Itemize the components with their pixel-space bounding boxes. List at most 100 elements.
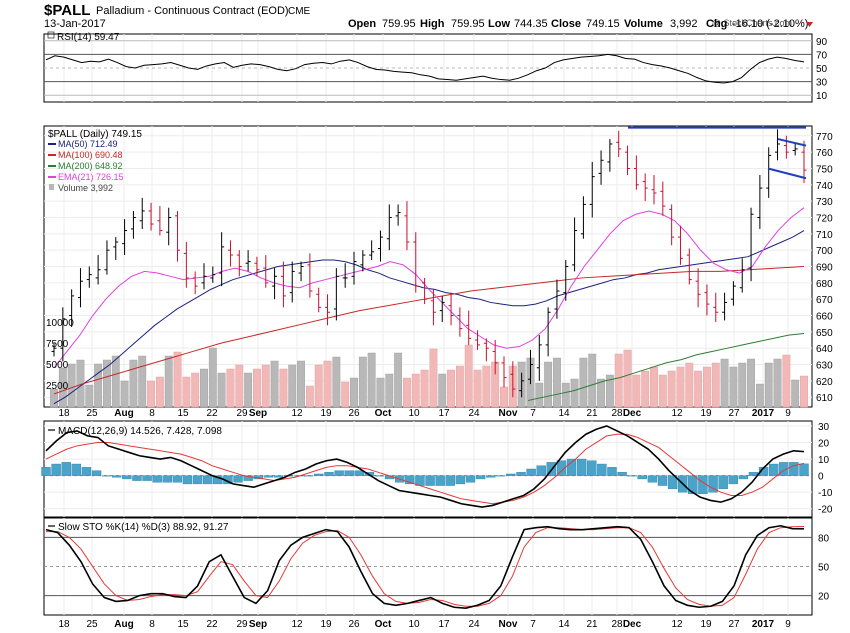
price-bar — [254, 256, 260, 277]
price-bar — [757, 175, 763, 229]
x-tick-label: 15 — [177, 408, 189, 419]
high-label: High — [420, 18, 445, 30]
macd-histogram-bar — [203, 475, 213, 485]
volume-bar — [623, 349, 632, 408]
macd-histogram-bar — [445, 475, 455, 486]
volume-legend: Volume 3,992 — [58, 183, 113, 193]
rsi-tick-label: 30 — [816, 78, 828, 89]
macd-histogram-bar — [496, 475, 506, 477]
volume-bar — [464, 344, 473, 408]
macd-histogram-bar — [132, 475, 142, 481]
x-tick-label: 17 — [438, 408, 450, 419]
x-tick-label-bottom: Oct — [375, 619, 392, 630]
volume-bar — [147, 380, 155, 408]
volume-bar — [235, 364, 244, 408]
x-tick-label-bottom: 12 — [671, 619, 683, 630]
macd-histogram-bar — [657, 475, 668, 486]
macd-histogram-bar — [718, 475, 728, 490]
macd-histogram-bar — [152, 475, 162, 483]
x-tick-label: 8 — [149, 408, 155, 419]
volume-bar — [182, 376, 191, 408]
volume-bar — [217, 372, 226, 408]
price-bar — [245, 250, 251, 272]
macd-histogram-bar — [607, 467, 617, 476]
price-bars — [51, 129, 807, 398]
volume-bar — [244, 372, 253, 408]
macd-histogram-bar — [708, 475, 718, 493]
macd-histogram-bar — [61, 462, 71, 476]
price-tick-label: 640 — [816, 344, 833, 355]
x-tick-label-bottom: 15 — [177, 619, 189, 630]
macd-histogram-bar — [354, 470, 365, 476]
price-bar — [448, 292, 454, 326]
price-bar — [227, 240, 233, 267]
price-bar — [130, 210, 136, 239]
price-bar — [677, 225, 683, 265]
volume-bar — [614, 353, 623, 408]
price-bar — [492, 340, 498, 375]
low-value: 744.35 — [514, 18, 548, 30]
volume-bar — [111, 355, 120, 408]
chg-label: Chg — [706, 18, 727, 30]
x-tick-label: 21 — [586, 408, 598, 419]
price-bar — [404, 201, 410, 251]
down-arrow-icon — [806, 22, 813, 27]
chart-symbol: $PALL — [44, 2, 90, 19]
macd-histogram-bar — [405, 475, 415, 485]
price-bar — [598, 150, 604, 185]
price-bar — [510, 361, 516, 398]
x-tick-label-bottom: 12 — [291, 619, 303, 630]
volume-bar — [729, 366, 738, 408]
price-bar — [713, 292, 719, 323]
volume-bar — [694, 370, 703, 408]
volume-bar — [85, 384, 94, 408]
x-tick-label: 24 — [468, 408, 480, 419]
rsi-tick-label: 70 — [816, 50, 828, 61]
volume-bar — [411, 373, 420, 408]
x-tick-label: 10 — [408, 408, 420, 419]
price-bar — [95, 255, 101, 285]
price-bar — [616, 130, 622, 158]
price-bar — [219, 232, 225, 287]
price-bar — [801, 140, 807, 184]
price-bar — [272, 268, 278, 300]
high-value: 759.95 — [451, 18, 485, 30]
macd-tick-label: 30 — [818, 422, 830, 433]
price-bar — [69, 289, 75, 327]
macd-histogram-bar — [789, 462, 799, 476]
macd-tick-label: -10 — [818, 488, 833, 499]
macd-histogram-bar — [748, 472, 759, 476]
x-tick-label: 18 — [58, 408, 70, 419]
x-tick-label-bottom: Aug — [114, 619, 133, 630]
price-bar — [316, 287, 322, 313]
price-tick-label: 660 — [816, 312, 833, 323]
x-tick-label: Sep — [249, 408, 267, 419]
volume-bar — [632, 374, 641, 408]
price-legend-symbol: $PALL (Daily) 749.15 — [48, 129, 142, 140]
price-bar — [660, 181, 666, 216]
chart-date: 13-Jan-2017 — [44, 18, 106, 30]
price-tick-label: 680 — [816, 279, 833, 290]
price-tick-label: 620 — [816, 377, 833, 388]
chg-value: -16.10 (-2.10%) — [732, 18, 808, 30]
x-tick-label-bottom: 27 — [728, 619, 740, 630]
price-bar — [563, 259, 569, 301]
price-bar — [342, 263, 348, 288]
macd-legend: MACD(12,26,9) 14.526, 7.428, 7.098 — [48, 426, 222, 437]
ema21-legend: EMA(21) 726.15 — [58, 172, 124, 182]
rsi-line — [45, 53, 805, 84]
macd-histogram-bar — [688, 475, 698, 495]
x-tick-label: 14 — [558, 408, 570, 419]
x-tick-label: 12 — [291, 408, 303, 419]
macd-histogram-bar — [81, 467, 92, 476]
macd-histogram-bar — [738, 475, 749, 480]
ohlc-summary: Open 759.95 High 759.95 Low 744.35 Close… — [348, 18, 813, 30]
sto-legend-text: Slow STO %K(14) %D(3) 88.92, 91.27 — [58, 522, 229, 533]
macd-tick-label: 20 — [818, 439, 830, 450]
volume-bar — [94, 363, 103, 408]
price-bar — [77, 268, 83, 308]
volume-bar — [103, 359, 111, 408]
price-bar — [413, 232, 419, 293]
macd-histogram-bar — [475, 475, 486, 480]
channel-upper-line — [777, 138, 807, 147]
